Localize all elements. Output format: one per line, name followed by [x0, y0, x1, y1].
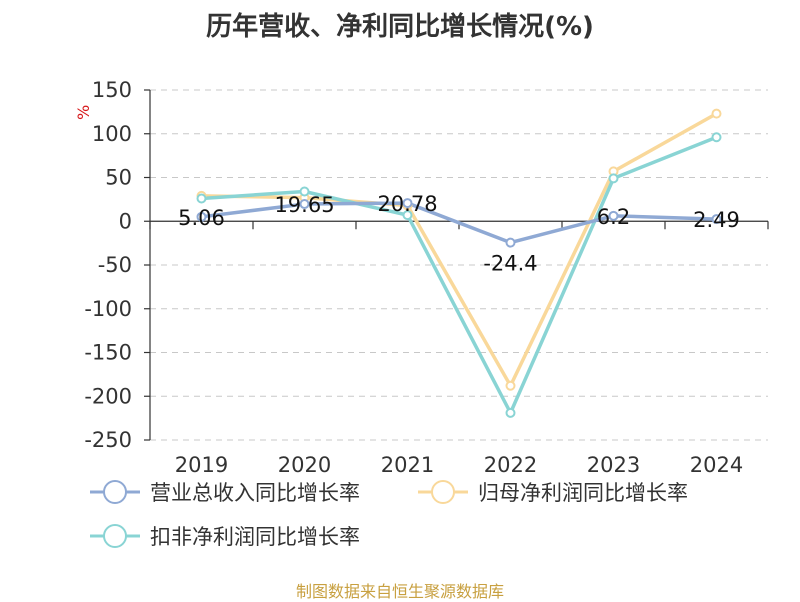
series-lines: [199, 111, 719, 415]
data-point: [505, 380, 516, 391]
series-points: [196, 108, 722, 418]
data-label: 20.78: [377, 192, 437, 216]
data-point: [505, 407, 516, 418]
series-line: [199, 201, 719, 245]
legend-item: 归母净利润同比增长率: [418, 480, 688, 505]
data-label: 2.49: [693, 208, 740, 232]
legend-item: 营业总收入同比增长率: [90, 480, 360, 505]
data-point: [299, 199, 310, 210]
y-tick-label: -50: [98, 253, 132, 277]
y-tick-label: 150: [92, 78, 132, 102]
data-point: [196, 193, 207, 204]
data-label: -24.4: [483, 252, 537, 276]
y-tick-label: -150: [84, 341, 132, 365]
y-tick-label: 50: [105, 166, 132, 190]
x-tick-label: 2019: [175, 453, 228, 477]
x-tick-label: 2020: [278, 453, 331, 477]
axes: [144, 89, 769, 441]
source-note: 制图数据来自恒生聚源数据库: [295, 582, 504, 601]
data-label: 19.65: [274, 193, 334, 217]
legend-label: 归母净利润同比增长率: [478, 481, 688, 505]
x-tick-label: 2023: [587, 453, 640, 477]
y-tick-label: 100: [92, 122, 132, 146]
data-point: [505, 237, 516, 248]
y-tick-label: -250: [84, 428, 132, 452]
legend-item: 扣非净利润同比增长率: [90, 524, 360, 549]
y-tick-label: -200: [84, 384, 132, 408]
grid-lines: [150, 89, 768, 441]
data-point: [711, 108, 722, 119]
series-line: [199, 135, 719, 415]
x-tick-label: 2021: [381, 453, 434, 477]
data-labels: 5.06 19.65 20.78 -24.4 6.2 2.49: [178, 192, 740, 276]
data-label: 5.06: [178, 206, 225, 230]
legend-marker: [103, 524, 127, 548]
x-tick-label: 2022: [484, 453, 537, 477]
data-point: [196, 211, 207, 222]
x-tick-label: 2024: [690, 453, 743, 477]
data-point: [608, 173, 619, 184]
data-point: [608, 210, 619, 221]
legend-marker: [431, 480, 455, 504]
data-point: [402, 198, 413, 209]
y-tick-labels: 150 100 50 0 -50 -100 -150 -200 -250: [84, 78, 132, 452]
data-point: [711, 132, 722, 143]
x-tick-labels: 2019 2020 2021 2022 2023 2024: [175, 453, 743, 477]
legend-label: 扣非净利润同比增长率: [150, 525, 360, 549]
legend-label: 营业总收入同比增长率: [150, 481, 360, 505]
data-point: [711, 214, 722, 225]
chart-title: 历年营收、净利同比增长情况(%): [206, 12, 594, 42]
y-tick-label: -100: [84, 297, 132, 321]
series-line: [199, 111, 719, 388]
legend-marker: [103, 480, 127, 504]
data-point: [299, 186, 310, 197]
data-label: 6.2: [597, 205, 630, 229]
y-tick-label: 0: [119, 209, 132, 233]
data-point: [402, 210, 413, 221]
